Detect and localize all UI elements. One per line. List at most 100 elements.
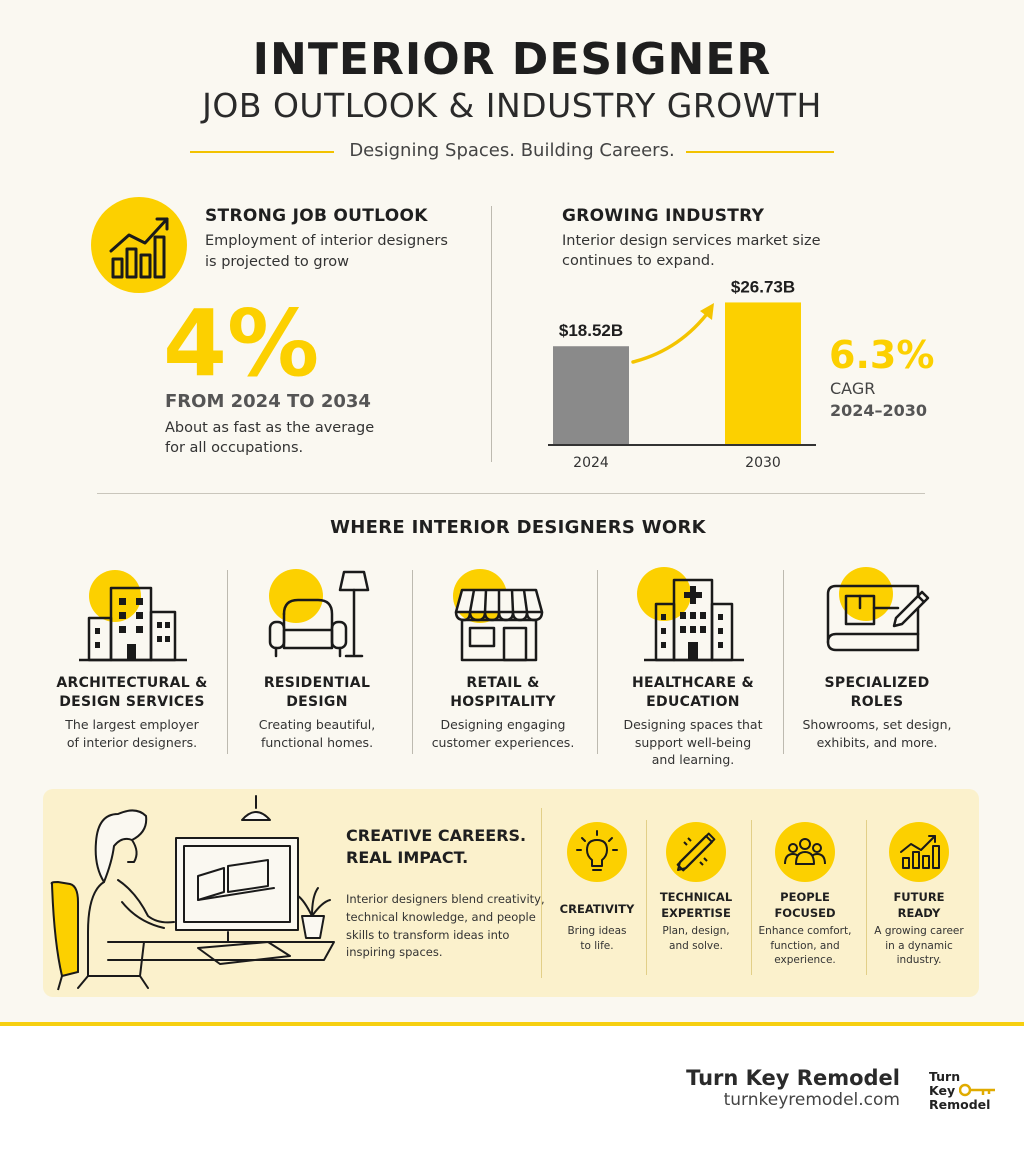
work-divider	[783, 570, 784, 754]
work-item-desc-line: customer experiences.	[431, 734, 575, 750]
tagline-rule-left	[190, 151, 334, 153]
work-item-desc-line: Designing spaces that	[623, 717, 763, 732]
trait-desc-line: Plan, design,	[662, 925, 730, 937]
bar-value-2024: $18.52B	[559, 321, 623, 340]
trait-desc: A growing career in a dynamic industry.	[866, 924, 972, 968]
work-item-desc: Designing spaces that support well-being…	[603, 716, 783, 769]
trait-title-line: CREATIVITY	[559, 902, 635, 916]
work-item-desc-line: Creating beautiful,	[258, 717, 376, 732]
work-item-desc: Creating beautiful, functional homes.	[237, 716, 397, 751]
industry-desc-2: continues to expand.	[562, 253, 715, 269]
work-item-title: SPECIALIZED ROLES	[797, 674, 957, 712]
trait-title-line: FOCUSED	[774, 905, 836, 920]
rising-bars-icon	[889, 822, 949, 882]
work-item-title-line: RETAIL &	[466, 675, 540, 691]
trait-desc-line: function, and	[770, 939, 840, 952]
key-icon	[959, 1083, 995, 1097]
trait-title-line: EXPERTISE	[661, 905, 731, 920]
work-item-title: RETAIL & HOSPITALITY	[423, 674, 583, 712]
panel-divider	[646, 820, 647, 975]
work-item-desc: The largest employer of interior designe…	[52, 716, 212, 751]
logo-line: Key	[929, 1083, 956, 1098]
work-item-title: HEALTHCARE & EDUCATION	[613, 674, 773, 712]
growth-percent: 4%	[163, 290, 320, 397]
work-item-desc: Showrooms, set design, exhibits, and mor…	[787, 716, 967, 751]
work-item-title-line: DESIGN SERVICES	[59, 693, 205, 710]
trait-title-line: FUTURE	[893, 890, 945, 904]
brand-name: Turn Key Remodel	[686, 1066, 900, 1090]
logo-line: Turn	[929, 1069, 961, 1084]
creative-body-line: skills to transform ideas into	[346, 927, 510, 942]
work-divider	[227, 570, 228, 754]
trait-title: CREATIVITY	[547, 902, 647, 918]
work-item-desc: Designing engaging customer experiences.	[423, 716, 583, 751]
work-item-desc-line: exhibits, and more.	[816, 734, 938, 750]
trait-title-line: READY	[897, 905, 941, 920]
bar-2024	[553, 346, 629, 445]
industry-desc-1: Interior design services market size	[562, 233, 821, 249]
work-divider	[412, 570, 413, 754]
job-outlook-desc-2: is projected to grow	[205, 254, 349, 270]
creative-body-line: inspiring spaces.	[346, 945, 443, 960]
trait-desc-line: A growing career	[874, 925, 964, 937]
cagr-label: CAGR	[830, 379, 876, 398]
creative-title: CREATIVE CAREERS. REAL IMPACT.	[346, 825, 526, 870]
creative-body: Interior designers blend creativity, tec…	[346, 891, 545, 962]
trait-title: PEOPLE FOCUSED	[755, 890, 855, 921]
page-subtitle: JOB OUTLOOK & INDUSTRY GROWTH	[202, 86, 822, 125]
creative-title-line: REAL IMPACT.	[346, 848, 469, 868]
pencil-ruler-icon	[666, 822, 726, 882]
armchair-lamp-icon	[262, 566, 382, 664]
bar-value-2030: $26.73B	[731, 277, 795, 296]
work-item-title-line: EDUCATION	[646, 693, 740, 710]
lightbulb-icon	[567, 822, 627, 882]
trait-title: FUTURE READY	[869, 890, 969, 921]
creative-title-line: CREATIVE CAREERS.	[346, 826, 527, 845]
footer	[0, 1026, 1024, 1154]
footer-accent-line	[0, 1022, 1024, 1026]
growth-chart-icon	[91, 197, 187, 293]
trait-desc: Enhance comfort, function, and experienc…	[750, 924, 860, 968]
work-item-title-line: RESIDENTIAL	[263, 675, 371, 691]
work-heading: WHERE INTERIOR DESIGNERS WORK	[330, 517, 706, 538]
market-size-chart: $18.52B $26.73B 2024 2030	[548, 277, 816, 471]
section-divider-vertical	[491, 206, 492, 462]
trait-desc-line: and solve.	[669, 939, 723, 952]
work-divider	[597, 570, 598, 754]
work-item-title: RESIDENTIAL DESIGN	[237, 674, 397, 712]
trait-desc-line: industry.	[896, 954, 942, 967]
work-item-desc-line: of interior designers.	[66, 734, 198, 750]
work-item-title: ARCHITECTURAL & DESIGN SERVICES	[52, 674, 212, 712]
cagr-value: 6.3%	[829, 333, 935, 377]
growth-note-2: for all occupations.	[165, 440, 304, 456]
panel-divider	[866, 820, 867, 975]
x-tick-2024: 2024	[573, 455, 609, 471]
brand-logo: Turn Key Remodel	[927, 1069, 999, 1116]
work-item-title-line: HEALTHCARE &	[631, 675, 755, 691]
bar-2030	[725, 302, 801, 445]
people-icon	[775, 822, 835, 882]
storefront-icon	[448, 566, 548, 664]
tagline: Designing Spaces. Building Careers.	[349, 140, 675, 161]
work-item-title-line: SPECIALIZED	[824, 675, 930, 691]
logo-line: Remodel	[929, 1097, 991, 1112]
work-item-title-line: HOSPITALITY	[450, 693, 556, 710]
work-item-title-line: DESIGN	[286, 693, 348, 710]
brand-url[interactable]: turnkeyremodel.com	[723, 1090, 900, 1110]
trait-title-line: PEOPLE	[780, 890, 830, 904]
industry-title: GROWING INDUSTRY	[562, 206, 765, 226]
trait-desc-line: to life.	[580, 939, 614, 952]
x-tick-2030: 2030	[745, 455, 781, 471]
job-outlook-title: STRONG JOB OUTLOOK	[205, 206, 428, 226]
work-item-desc-line: support well-being	[634, 734, 752, 750]
panel-divider	[751, 820, 752, 975]
work-item-title-line: ROLES	[850, 693, 904, 710]
creative-body-line: technical knowledge, and people	[346, 909, 536, 924]
page-title: INTERIOR DESIGNER	[252, 34, 772, 85]
hospital-icon	[634, 564, 749, 664]
growth-note-1: About as fast as the average	[165, 420, 375, 436]
work-item-desc-line: The largest employer	[65, 717, 199, 732]
trait-desc: Bring ideas to life.	[547, 924, 647, 953]
trait-desc-line: experience.	[774, 954, 836, 967]
section-divider-horizontal	[97, 493, 925, 494]
